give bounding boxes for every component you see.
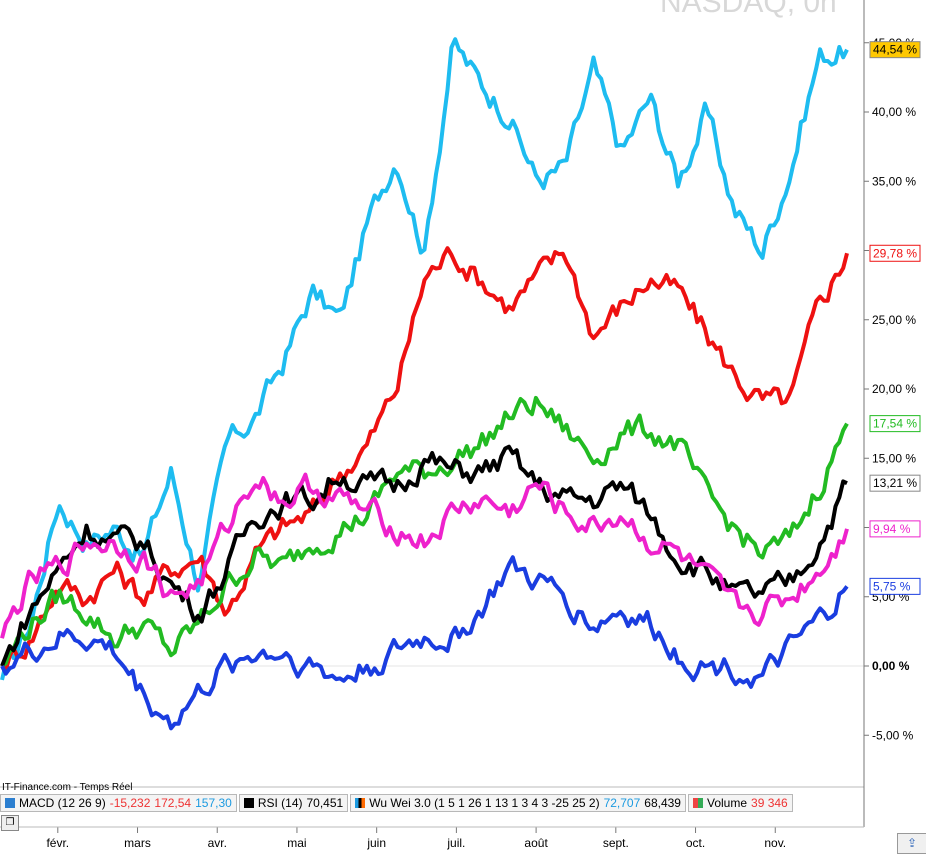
series-end-label: 5,75 % [873, 579, 911, 593]
series-end-labels: 44,54 % 29,78 % 17,54 % 13,21 % 9,94 % 5,75 % [869, 41, 921, 595]
rsi-swatch-icon [243, 798, 254, 808]
x-tick-label: juin [366, 836, 386, 850]
series-line [0, 395, 849, 668]
x-axis: févr. mars avr. mai juin juil. août sept. oct. no… [0, 826, 864, 850]
indicator-rsi[interactable]: RSI (14) 70,451 [238, 794, 349, 812]
indicator-bar: MACD (12 26 9) -15,232 172,54 157,30 RSI… [0, 794, 864, 812]
series-end-label-box [869, 244, 921, 262]
rsi-label: RSI (14) [257, 796, 303, 810]
y-tick-label: 0,00 % [872, 659, 910, 673]
series-end-label: 9,94 % [873, 522, 911, 536]
series-end-label-box [869, 415, 921, 433]
x-tick-label: nov. [764, 836, 786, 850]
window-restore-icon[interactable]: ❐ [1, 815, 19, 831]
series-line [0, 472, 849, 639]
wuwei-label: Wu Wei 3.0 (1 5 1 26 1 13 1 3 4 3 -25 25… [369, 796, 600, 810]
indicator-volume[interactable]: Volume 39 346 [687, 794, 793, 812]
series-end-label-box [869, 520, 921, 538]
series-line [0, 246, 849, 673]
indicator-macd[interactable]: MACD (12 26 9) -15,232 172,54 157,30 [0, 794, 237, 812]
macd-value-2: 172,54 [154, 796, 192, 810]
series-end-label: 44,54 % [873, 43, 917, 57]
x-tick-label: mai [287, 836, 306, 850]
series-end-label-box [869, 474, 921, 492]
x-tick-label: sept. [603, 836, 629, 850]
wuwei-value-2: 68,439 [644, 796, 681, 810]
series-end-label-box [869, 577, 921, 595]
wuwei-value-1: 72,707 [603, 796, 641, 810]
volume-value: 39 346 [751, 796, 788, 810]
macd-value-3: 157,30 [195, 796, 232, 810]
indicator-wuwei[interactable]: Wu Wei 3.0 (1 5 1 26 1 13 1 3 4 3 -25 25… [350, 794, 686, 812]
y-tick-label: 25,00 % [872, 313, 916, 327]
volume-swatch-icon [692, 798, 703, 808]
y-tick-label: 15,00 % [872, 451, 916, 465]
chart-series [0, 37, 849, 731]
volume-label: Volume [706, 796, 748, 810]
macd-swatch-icon [5, 798, 15, 808]
y-tick-label: 40,00 % [872, 105, 916, 119]
y-axis: 45,00 %40,00 %35,00 %30,00 %25,00 %20,00… [863, 0, 916, 827]
wuwei-swatch-icon [355, 798, 366, 808]
series-end-label: 29,78 % [873, 246, 917, 260]
series-end-label: 17,54 % [873, 417, 917, 431]
series-line [0, 444, 848, 667]
y-tick-label: -5,00 % [872, 728, 914, 742]
x-tick-label: mars [124, 836, 151, 850]
macd-value-1: -15,232 [109, 796, 151, 810]
data-source-label: IT-Finance.com - Temps Réel [2, 782, 133, 793]
y-tick-label: 35,00 % [872, 174, 916, 188]
y-tick-label: 20,00 % [872, 382, 916, 396]
x-tick-label: août [524, 836, 548, 850]
series-end-label: 13,21 % [873, 476, 917, 490]
export-icon[interactable]: ⇪ [897, 833, 926, 854]
x-tick-label: avr. [208, 836, 227, 850]
series-line [0, 555, 849, 731]
instrument-watermark: NASDAQ, 0n [660, 0, 837, 19]
rsi-value: 70,451 [306, 796, 344, 810]
x-tick-label: juil. [446, 836, 465, 850]
x-tick-label: févr. [46, 836, 69, 850]
macd-label: MACD (12 26 9) [19, 796, 106, 810]
series-end-label-box [869, 41, 921, 59]
x-tick-label: oct. [686, 836, 705, 850]
